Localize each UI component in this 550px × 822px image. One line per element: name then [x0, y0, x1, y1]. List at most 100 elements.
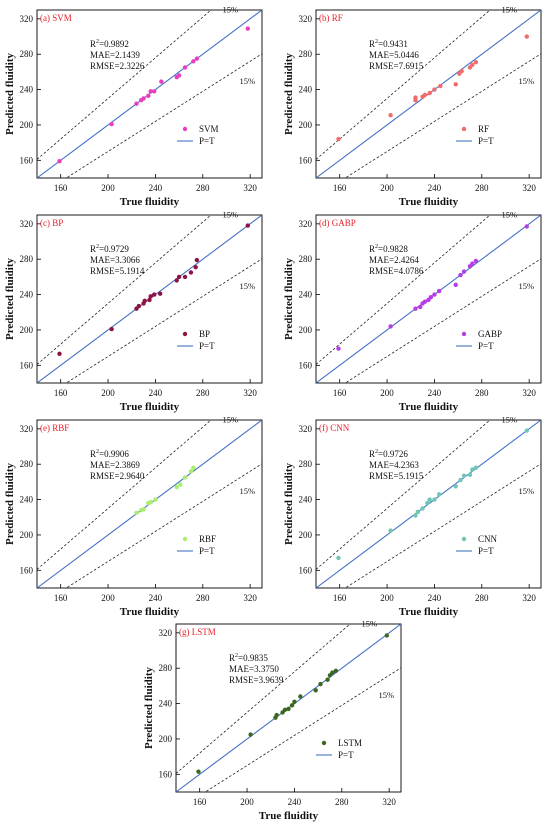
lower-15-line [344, 258, 541, 383]
data-point [461, 473, 467, 478]
x-tick-label: 160 [54, 183, 68, 193]
rmse-stat: RMSE=2.9640 [90, 471, 145, 481]
legend-label-model: BP [199, 329, 210, 339]
data-point [148, 89, 153, 94]
panel-title: (g) LSTM [179, 627, 216, 637]
y-tick-label: 160 [20, 360, 34, 370]
y-tick-label: 200 [20, 325, 34, 335]
data-point [413, 95, 418, 100]
legend-label-model: CNN [478, 534, 498, 544]
data-point [298, 694, 303, 699]
data-point [57, 159, 62, 164]
r2-stat: R2=0.9828 [369, 244, 408, 254]
data-point [176, 73, 182, 78]
x-tick-label: 160 [193, 797, 207, 807]
legend-label-model: SVM [199, 124, 219, 134]
data-point [413, 513, 418, 518]
band-label-upper: 15% [361, 619, 377, 629]
mae-stat: MAE=2.1439 [90, 50, 140, 60]
data-point [193, 264, 198, 270]
band-label-lower: 15% [379, 690, 395, 700]
data-point [274, 712, 279, 718]
y-tick-label: 200 [299, 120, 313, 130]
data-point [420, 506, 425, 511]
plot-frame [36, 419, 263, 589]
data-point [333, 668, 339, 674]
y-tick-label: 160 [299, 565, 313, 575]
lower-15-line [65, 53, 262, 178]
band-label-lower: 15% [240, 281, 256, 291]
upper-15-line [316, 10, 491, 160]
legend-marker [461, 331, 467, 337]
r2-stat: R2=0.9431 [369, 39, 408, 49]
data-point [245, 223, 250, 228]
data-point [470, 261, 475, 266]
plot-frame [175, 623, 402, 793]
y-axis-label: Predicted fluidity [4, 258, 16, 340]
panel-6: 15% 15% 160 160 200 200 240 240 280 280 320 320 True… [143, 619, 402, 822]
x-tick-label: 200 [380, 183, 394, 193]
data-point [453, 282, 458, 288]
data-point [141, 507, 146, 512]
data-point [524, 224, 529, 229]
x-tick-label: 320 [382, 797, 396, 807]
scatter-series [336, 428, 529, 561]
y-tick-label: 160 [159, 769, 173, 779]
x-tick-label: 240 [149, 183, 163, 193]
y-tick-label: 280 [299, 49, 313, 59]
y-tick-label: 240 [20, 85, 34, 95]
data-point [148, 294, 153, 299]
y-tick-label: 200 [299, 530, 313, 540]
data-point [182, 274, 188, 280]
plot-frame [315, 419, 542, 589]
x-tick-label: 320 [243, 388, 257, 398]
panel-1: 15% 15% 160 160 200 200 240 240 280 280 320 320 True… [283, 5, 542, 208]
plot-frame [36, 214, 263, 384]
legend-label-fit: P=T [199, 341, 215, 351]
x-tick-label: 280 [475, 183, 489, 193]
y-tick-label: 240 [20, 495, 34, 505]
x-tick-label: 320 [522, 183, 536, 193]
band-label-lower: 15% [519, 76, 535, 86]
x-tick-label: 160 [54, 388, 68, 398]
data-point [459, 68, 464, 74]
legend-marker [461, 536, 467, 542]
data-point [142, 298, 147, 303]
data-point [176, 274, 182, 280]
y-tick-label: 160 [299, 360, 313, 370]
data-point [174, 278, 179, 283]
panel-title: (b) RF [319, 13, 343, 23]
x-tick-label: 240 [288, 797, 302, 807]
scatter-series [336, 34, 529, 142]
y-tick-label: 280 [20, 49, 34, 59]
legend-label-model: GABP [478, 329, 502, 339]
scatter-series [134, 465, 196, 516]
y-tick-label: 320 [299, 14, 313, 24]
rmse-stat: RMSE=7.6915 [369, 61, 424, 71]
rmse-stat: RMSE=2.3226 [90, 61, 145, 71]
x-axis-label: True fluidity [399, 606, 459, 618]
panel-title: (c) BP [40, 218, 63, 228]
data-point [384, 633, 389, 638]
data-point [432, 292, 437, 297]
data-point [188, 270, 194, 275]
r2-stat: R2=0.9906 [90, 449, 129, 459]
x-axis-label: True fluidity [120, 401, 180, 413]
x-axis-label: True fluidity [120, 606, 180, 618]
lower-15-line [344, 53, 541, 178]
mae-stat: MAE=3.3750 [229, 664, 279, 674]
band-label-lower: 15% [240, 76, 256, 86]
data-point [467, 472, 473, 478]
y-axis-label: Predicted fluidity [143, 667, 155, 749]
y-tick-label: 320 [299, 219, 313, 229]
data-point [438, 83, 443, 89]
data-point [427, 497, 432, 502]
x-axis-label: True fluidity [120, 196, 180, 208]
data-point [194, 257, 200, 263]
data-point [147, 297, 152, 303]
band-label-upper: 15% [501, 5, 517, 15]
mae-stat: MAE=2.4264 [369, 255, 419, 265]
r2-stat: R2=0.9729 [90, 244, 129, 254]
y-axis-label: Predicted fluidity [283, 53, 295, 135]
y-tick-label: 240 [299, 290, 313, 300]
